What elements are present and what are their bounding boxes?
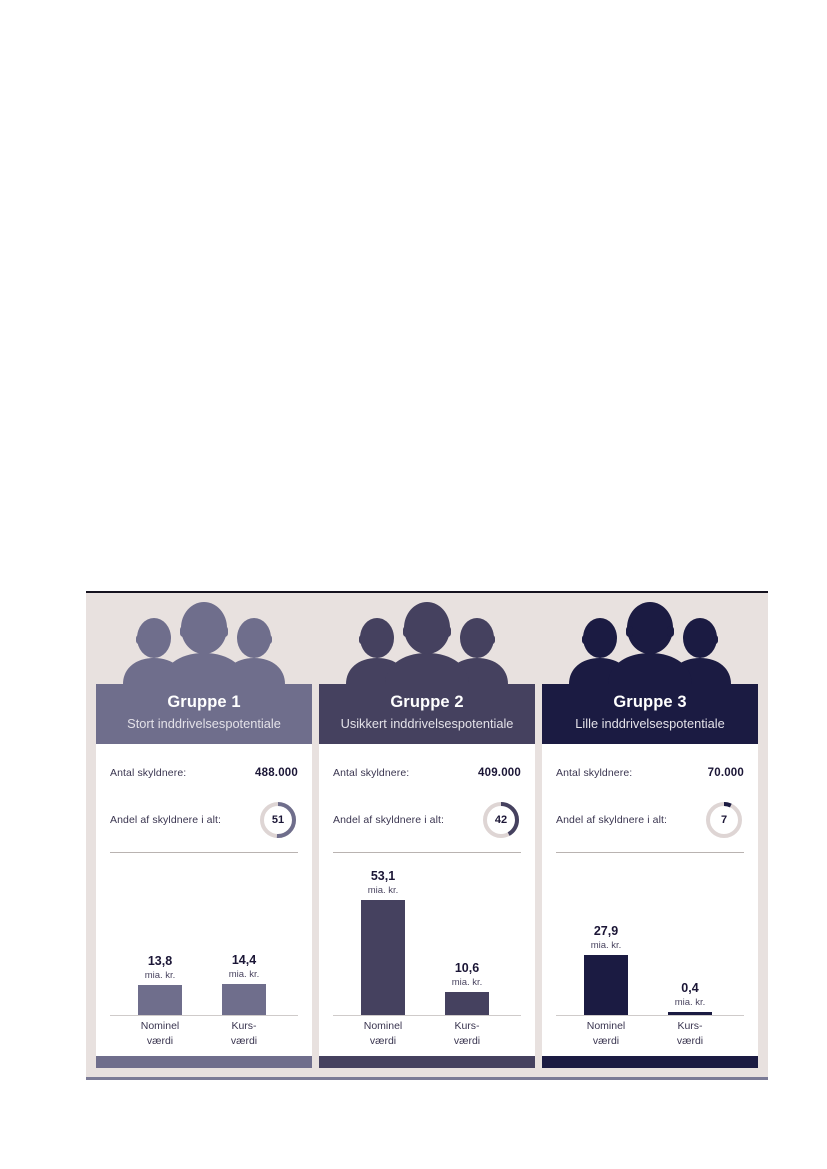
bar-rect [584,955,628,1015]
bar-column: 10,6 mia. kr. [445,961,489,1015]
axis-label-nominel: Nominel værdi [348,1019,418,1049]
axis-label-nominel: Nominel værdi [125,1019,195,1049]
bar-rect [222,984,266,1015]
card-header: Gruppe 2 Usikkert inddrivelsespotentiale [319,684,535,744]
chart-plot: 53,1 mia. kr. 10,6 mia. kr. [333,864,521,1016]
value-bar-chart: 27,9 mia. kr. 0,4 mia. kr. Nominel værdi [556,864,744,1048]
share-row: Andel af skyldnere i alt: 42 [333,800,521,840]
bar-column: 53,1 mia. kr. [361,869,405,1015]
group-card: Gruppe 1 Stort inddrivelsespotentiale An… [96,602,312,1068]
debtors-row: Antal skyldnere: 409.000 [333,767,521,779]
share-label: Andel af skyldnere i alt: [110,814,222,826]
chart-plot: 27,9 mia. kr. 0,4 mia. kr. [556,864,744,1016]
share-donut-chart: 7 [704,800,744,840]
section-divider [333,852,521,853]
bar-unit: mia. kr. [590,940,622,951]
chart-baseline [556,1015,744,1016]
bar-unit: mia. kr. [144,970,176,981]
bar-column: 0,4 mia. kr. [668,981,712,1015]
bar-value: 27,9 [593,924,619,938]
axis-label-line2: værdi [676,1035,704,1047]
bar-unit: mia. kr. [367,885,399,896]
bar-value: 10,6 [454,961,480,975]
debtors-row: Antal skyldnere: 70.000 [556,767,744,779]
bar-rect [361,900,405,1015]
section-divider [556,852,744,853]
share-row: Andel af skyldnere i alt: 51 [110,800,298,840]
share-donut-value: 42 [494,814,508,826]
debtors-label: Antal skyldnere: [110,767,187,779]
card-title: Gruppe 1 [167,693,241,711]
share-label: Andel af skyldnere i alt: [556,814,668,826]
share-donut-value: 7 [720,814,728,826]
debtors-label: Antal skyldnere: [333,767,410,779]
axis-label-line2: værdi [146,1035,174,1047]
card-body: Antal skyldnere: 488.000 Andel af skyldn… [96,744,312,1056]
value-bar-chart: 13,8 mia. kr. 14,4 mia. kr. Nominel værd… [110,864,298,1048]
debtors-row: Antal skyldnere: 488.000 [110,767,298,779]
bar-unit: mia. kr. [451,977,483,988]
axis-label-line2: værdi [369,1035,397,1047]
share-label: Andel af skyldnere i alt: [333,814,445,826]
share-donut-chart: 51 [258,800,298,840]
card-footer-bar [96,1056,312,1068]
group-card: Gruppe 3 Lille inddrivelsespotentiale An… [542,602,758,1068]
axis-label-line2: værdi [230,1035,258,1047]
card-footer-bar [319,1056,535,1068]
people-silhouette-icon [96,602,312,684]
card-subtitle: Lille inddrivelsespotentiale [575,716,725,731]
axis-label-nominel: Nominel værdi [571,1019,641,1049]
section-divider [110,852,298,853]
group-card: Gruppe 2 Usikkert inddrivelsespotentiale… [319,602,535,1068]
card-title: Gruppe 3 [613,693,687,711]
bar-column: 14,4 mia. kr. [222,953,266,1015]
card-subtitle: Usikkert inddrivelsespotentiale [340,716,514,731]
chart-plot: 13,8 mia. kr. 14,4 mia. kr. [110,864,298,1016]
axis-label-line1: Kurs- [231,1020,257,1032]
card-grid: Gruppe 1 Stort inddrivelsespotentiale An… [86,593,768,1077]
share-donut-chart: 42 [481,800,521,840]
bar-value: 13,8 [147,954,173,968]
bar-unit: mia. kr. [228,969,260,980]
bar-value: 53,1 [370,869,396,883]
bar-rect [668,1012,712,1015]
card-header: Gruppe 3 Lille inddrivelsespotentiale [542,684,758,744]
bar-value: 14,4 [231,953,257,967]
card-header: Gruppe 1 Stort inddrivelsespotentiale [96,684,312,744]
card-title: Gruppe 2 [390,693,464,711]
card-subtitle: Stort inddrivelsespotentiale [127,716,281,731]
axis-label-line2: værdi [453,1035,481,1047]
debtors-label: Antal skyldnere: [556,767,633,779]
axis-label-kurs: Kurs- værdi [655,1019,725,1049]
share-donut-value: 51 [271,814,285,826]
axis-label-line2: værdi [592,1035,620,1047]
chart-baseline [333,1015,521,1016]
axis-label-line1: Nominel [140,1020,180,1032]
card-body: Antal skyldnere: 70.000 Andel af skyldne… [542,744,758,1056]
bar-column: 27,9 mia. kr. [584,924,628,1015]
share-row: Andel af skyldnere i alt: 7 [556,800,744,840]
value-bar-chart: 53,1 mia. kr. 10,6 mia. kr. Nominel værd… [333,864,521,1048]
axis-label-line1: Kurs- [454,1020,480,1032]
bar-value: 0,4 [681,981,699,995]
bar-unit: mia. kr. [674,997,706,1008]
people-silhouette-icon [542,602,758,684]
debtors-value: 409.000 [478,767,521,779]
debtors-value: 488.000 [255,767,298,779]
chart-baseline [110,1015,298,1016]
axis-label-line1: Kurs- [677,1020,703,1032]
bar-column: 13,8 mia. kr. [138,954,182,1015]
debtors-value: 70.000 [707,767,744,779]
bar-rect [445,992,489,1015]
axis-label-kurs: Kurs- værdi [209,1019,279,1049]
card-body: Antal skyldnere: 409.000 Andel af skyldn… [319,744,535,1056]
axis-label-line1: Nominel [586,1020,626,1032]
axis-label-kurs: Kurs- værdi [432,1019,502,1049]
card-footer-bar [542,1056,758,1068]
infographic-panel: Gruppe 1 Stort inddrivelsespotentiale An… [86,591,768,1080]
axis-label-line1: Nominel [363,1020,403,1032]
bar-rect [138,985,182,1015]
people-silhouette-icon [319,602,535,684]
